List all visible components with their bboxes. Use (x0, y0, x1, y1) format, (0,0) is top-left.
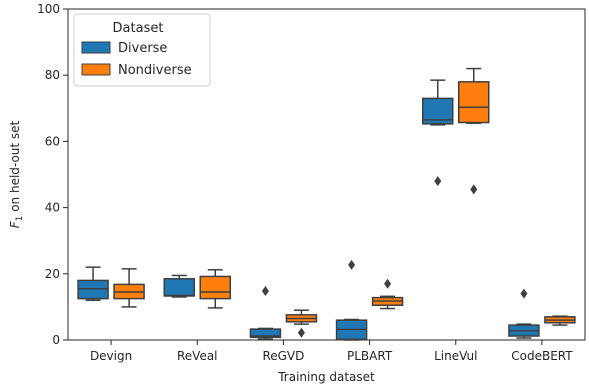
x-tick-label: Devign (90, 349, 132, 363)
y-tick-label: 80 (45, 68, 60, 82)
y-axis: 0 20 40 60 80 100 (37, 2, 68, 347)
legend-swatch-diverse (81, 41, 111, 54)
box-body (458, 81, 490, 124)
box-diverse-reveal (163, 274, 195, 298)
x-tick-label: CodeBERT (511, 349, 573, 363)
y-tick-label: 60 (45, 134, 60, 148)
outlier-point (434, 176, 442, 187)
outlier-point (470, 184, 478, 195)
outlier-point (348, 259, 356, 270)
x-axis: Devign ReVeal ReGVD PLBART LineVul CodeBERT (90, 340, 573, 363)
outlier-point (384, 278, 392, 289)
box-nondiverse-linevul (458, 67, 490, 195)
legend-title: Dataset (113, 21, 164, 36)
box-body (249, 328, 282, 339)
plot-area (67, 8, 586, 341)
y-tick-label: 100 (37, 2, 60, 16)
outlier-point (297, 327, 305, 338)
y-tick-label: 0 (52, 333, 60, 347)
box-groups (77, 67, 576, 341)
x-tick-label: PLBART (347, 349, 393, 363)
box-diverse-codebert (508, 288, 540, 339)
legend-entry-diverse: Diverse (118, 41, 167, 56)
x-tick-label: ReVeal (177, 349, 218, 363)
axes-frame (67, 8, 586, 341)
x-tick-label: ReGVD (262, 349, 304, 363)
box-nondiverse-regvd (285, 309, 318, 338)
box-diverse-linevul (422, 79, 454, 187)
y-tick-label: 40 (45, 201, 60, 215)
outlier-point (520, 288, 528, 299)
box-body (199, 275, 231, 300)
box-diverse-plbart (335, 259, 368, 341)
legend-entry-nondiverse: Nondiverse (118, 63, 192, 78)
x-tick-label: LineVul (434, 349, 477, 363)
y-tick-label: 20 (45, 267, 60, 281)
legend: Dataset Diverse Nondiverse (73, 13, 211, 87)
box-nondiverse-reveal (199, 269, 231, 309)
box-nondiverse-codebert (544, 315, 576, 326)
box-nondiverse-devign (113, 268, 145, 308)
box-body (163, 278, 195, 297)
x-axis-label: Training dataset (277, 370, 375, 384)
legend-swatch-nondiverse (81, 63, 111, 76)
box-diverse-regvd (249, 286, 282, 340)
box-diverse-devign (77, 266, 109, 302)
box-body (77, 279, 109, 300)
y-axis-label: F1 on held-out set (8, 120, 25, 228)
outlier-point (261, 286, 269, 297)
box-nondiverse-plbart (371, 278, 404, 310)
